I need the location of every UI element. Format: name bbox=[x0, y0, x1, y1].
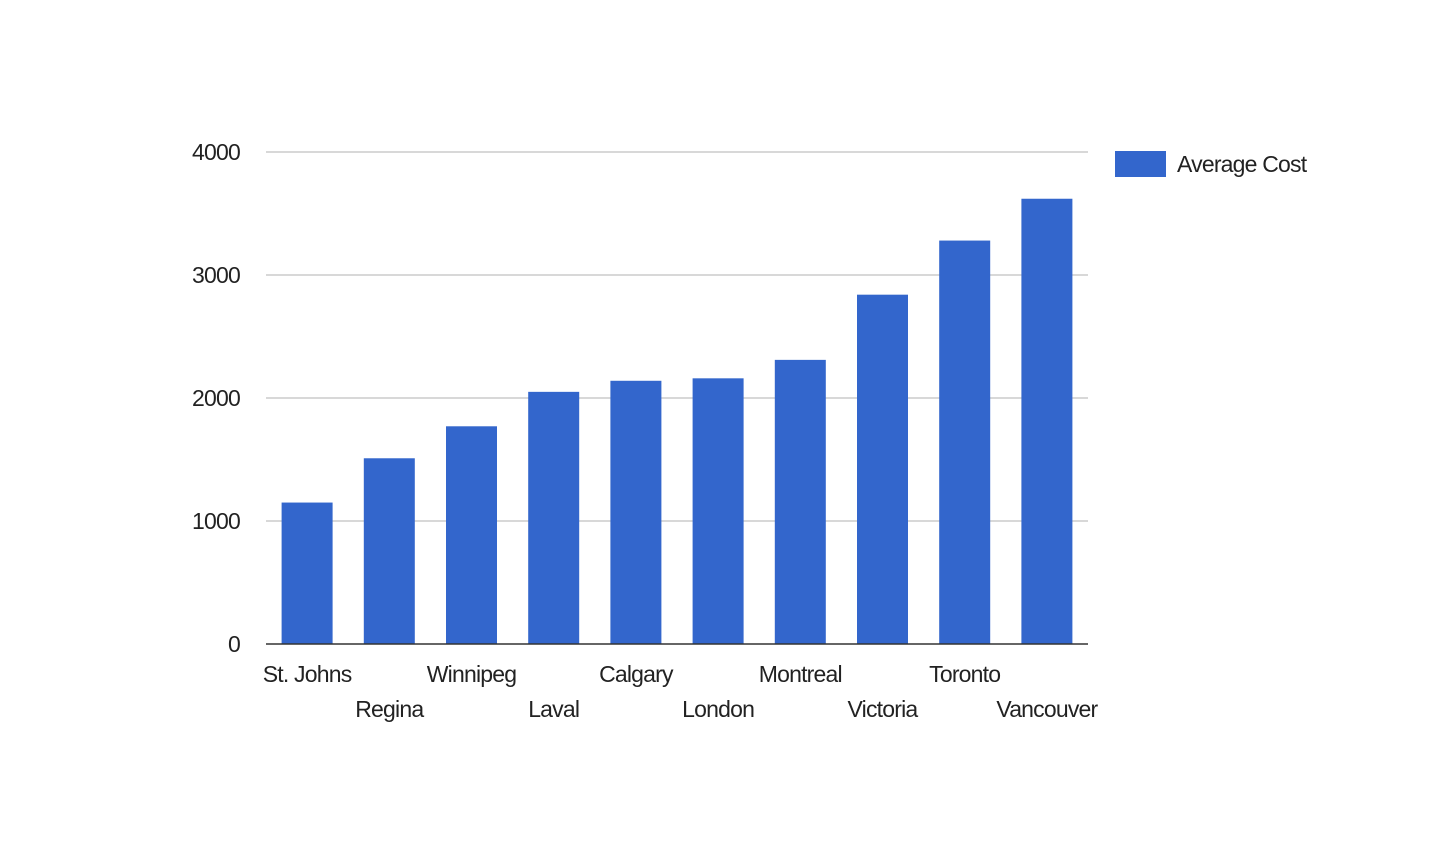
x-category-label: St. Johns bbox=[263, 661, 352, 687]
bar-winnipeg bbox=[446, 426, 497, 644]
bar-london bbox=[692, 378, 744, 644]
bar-montreal bbox=[774, 359, 826, 644]
x-category-label: Montreal bbox=[759, 661, 842, 687]
x-category-label: Calgary bbox=[599, 661, 674, 687]
bar-laval bbox=[528, 391, 580, 644]
bar-vancouver bbox=[1021, 198, 1073, 645]
x-category-label: Winnipeg bbox=[427, 661, 517, 687]
legend-label: Average Cost bbox=[1177, 151, 1308, 177]
bars bbox=[281, 198, 1073, 645]
bar-victoria bbox=[857, 294, 908, 644]
y-tick-label: 2000 bbox=[192, 385, 240, 411]
x-category-label: London bbox=[682, 696, 754, 722]
x-category-label: Laval bbox=[528, 696, 579, 722]
y-tick-label: 4000 bbox=[192, 139, 240, 165]
y-axis-ticks: 0 1000 2000 3000 4000 bbox=[192, 139, 241, 657]
legend: Average Cost bbox=[1115, 151, 1309, 177]
bar-toronto bbox=[939, 240, 991, 644]
legend-swatch bbox=[1115, 151, 1166, 177]
y-tick-label: 1000 bbox=[192, 508, 240, 534]
x-category-label: Victoria bbox=[848, 696, 919, 722]
bar-st-johns bbox=[281, 502, 333, 644]
x-category-label: Regina bbox=[355, 696, 424, 722]
y-tick-label: 3000 bbox=[192, 262, 240, 288]
bar-regina bbox=[363, 458, 415, 644]
x-category-label: Toronto bbox=[929, 661, 1000, 687]
x-category-label: Vancouver bbox=[996, 696, 1098, 722]
y-tick-label: 0 bbox=[228, 631, 240, 657]
bar-calgary bbox=[610, 380, 662, 644]
